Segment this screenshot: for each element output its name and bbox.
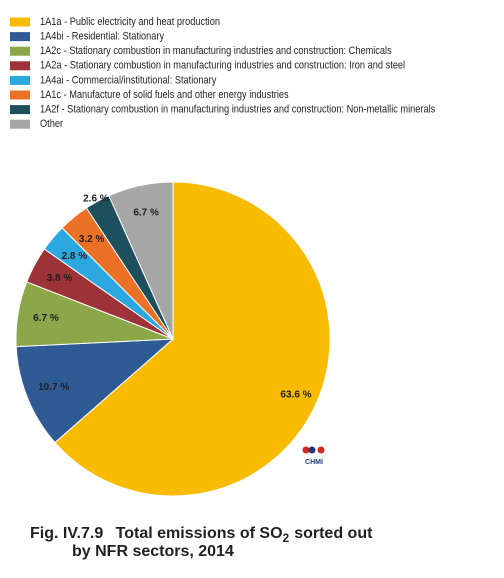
logo-icon xyxy=(317,446,325,454)
legend-label: 1A4ai - Commercial/institutional: Statio… xyxy=(40,75,217,87)
data-label: 6.7 % xyxy=(33,313,59,324)
legend-swatch xyxy=(10,46,30,56)
data-label: 6.7 % xyxy=(133,208,159,219)
logo: CHMI xyxy=(302,446,325,466)
figure-label: Fig. IV.7.9 xyxy=(30,525,103,542)
data-label: 2.8 % xyxy=(62,251,88,262)
legend-swatch xyxy=(10,17,30,27)
chart-title: by NFR sectors, 2014 xyxy=(72,543,234,560)
chart-title: Fig. IV.7.9 Total emissions of SO2 sorted… xyxy=(30,525,373,545)
legend-swatch xyxy=(10,61,30,71)
data-label: 10.7 % xyxy=(38,382,69,393)
legend-swatch xyxy=(10,75,30,85)
title-subscript: 2 xyxy=(283,531,290,545)
data-label: 2.6 % xyxy=(83,193,109,204)
legend-label: 1A2f - Stationary combustion in manufact… xyxy=(40,104,435,116)
legend-label: 1A2a - Stationary combustion in manufact… xyxy=(40,60,405,72)
legend-swatch xyxy=(10,119,30,129)
title-text: sorted out xyxy=(294,525,373,542)
data-label: 63.6 % xyxy=(280,389,311,400)
legend-label: 1A1a - Public electricity and heat produ… xyxy=(40,16,220,28)
data-label: 3.8 % xyxy=(47,273,73,284)
legend: 1A1a - Public electricity and heat produ… xyxy=(10,16,435,130)
pie-slice xyxy=(108,181,174,340)
legend-swatch xyxy=(10,105,30,115)
legend-label: 1A2c - Stationary combustion in manufact… xyxy=(40,45,392,57)
legend-swatch xyxy=(10,90,30,100)
legend-label: 1A1c - Manufacture of solid fuels and ot… xyxy=(40,89,289,101)
logo-icon xyxy=(302,446,310,454)
pie: 63.6 % 10.7 % 6.7 % 3.8 % 2.8 % 3.2 % 2.6 % 6.7… xyxy=(15,181,331,497)
data-label: 3.2 % xyxy=(79,234,105,245)
legend-label: Other xyxy=(40,118,64,130)
pie-slice xyxy=(54,181,331,497)
legend-label: 1A4bi - Residential: Stationary xyxy=(40,31,165,43)
logo-icon xyxy=(308,446,316,454)
legend-swatch xyxy=(10,32,30,42)
pie-slice xyxy=(15,338,175,444)
logo-text: CHMI xyxy=(305,459,323,466)
title-text: Total emissions of SO xyxy=(116,525,283,542)
